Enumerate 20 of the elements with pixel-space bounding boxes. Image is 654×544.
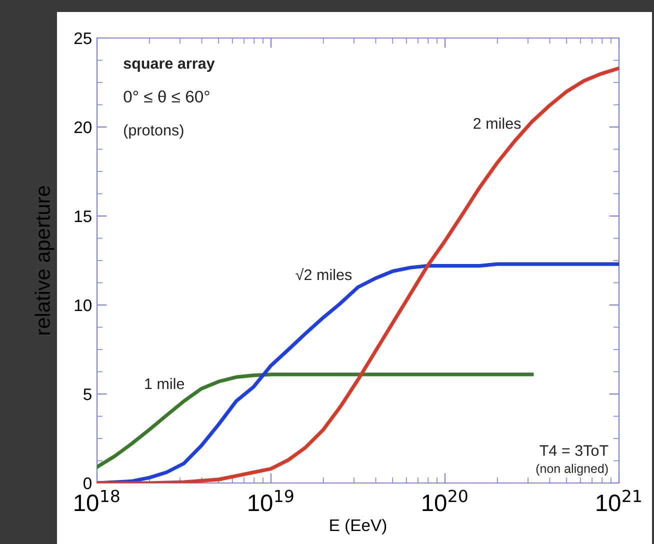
y-tick-label: 0 xyxy=(84,477,92,490)
y-tick-label: 15 xyxy=(74,210,92,222)
y-tick-label: 25 xyxy=(74,32,92,44)
x-tick-label: 10$^{18}$ xyxy=(74,490,120,512)
x-axis-title: E (EeV) xyxy=(330,518,386,534)
x-tick-label: 10$^{19}$ xyxy=(248,490,294,512)
x-tick-label: 10$^{20}$ xyxy=(422,490,468,512)
annotation: 0° ≤ θ ≤ 60° xyxy=(124,90,210,103)
y-tick-label: 20 xyxy=(74,121,92,134)
series-label: √2 miles xyxy=(296,268,352,280)
annotation: square array xyxy=(124,60,215,72)
annotation: (non aligned) xyxy=(536,464,608,476)
y-axis-title: relative aperture xyxy=(34,186,54,334)
series-label: 1 mile xyxy=(145,378,184,390)
x-tick-label: 10$^{21}$ xyxy=(596,490,641,512)
series-label: 2 miles xyxy=(474,118,521,129)
y-tick-label: 5 xyxy=(84,388,92,400)
annotation: (protons) xyxy=(124,124,184,139)
annotation: T4 = 3ToT xyxy=(540,445,608,456)
y-tick-label: 10 xyxy=(74,299,92,312)
